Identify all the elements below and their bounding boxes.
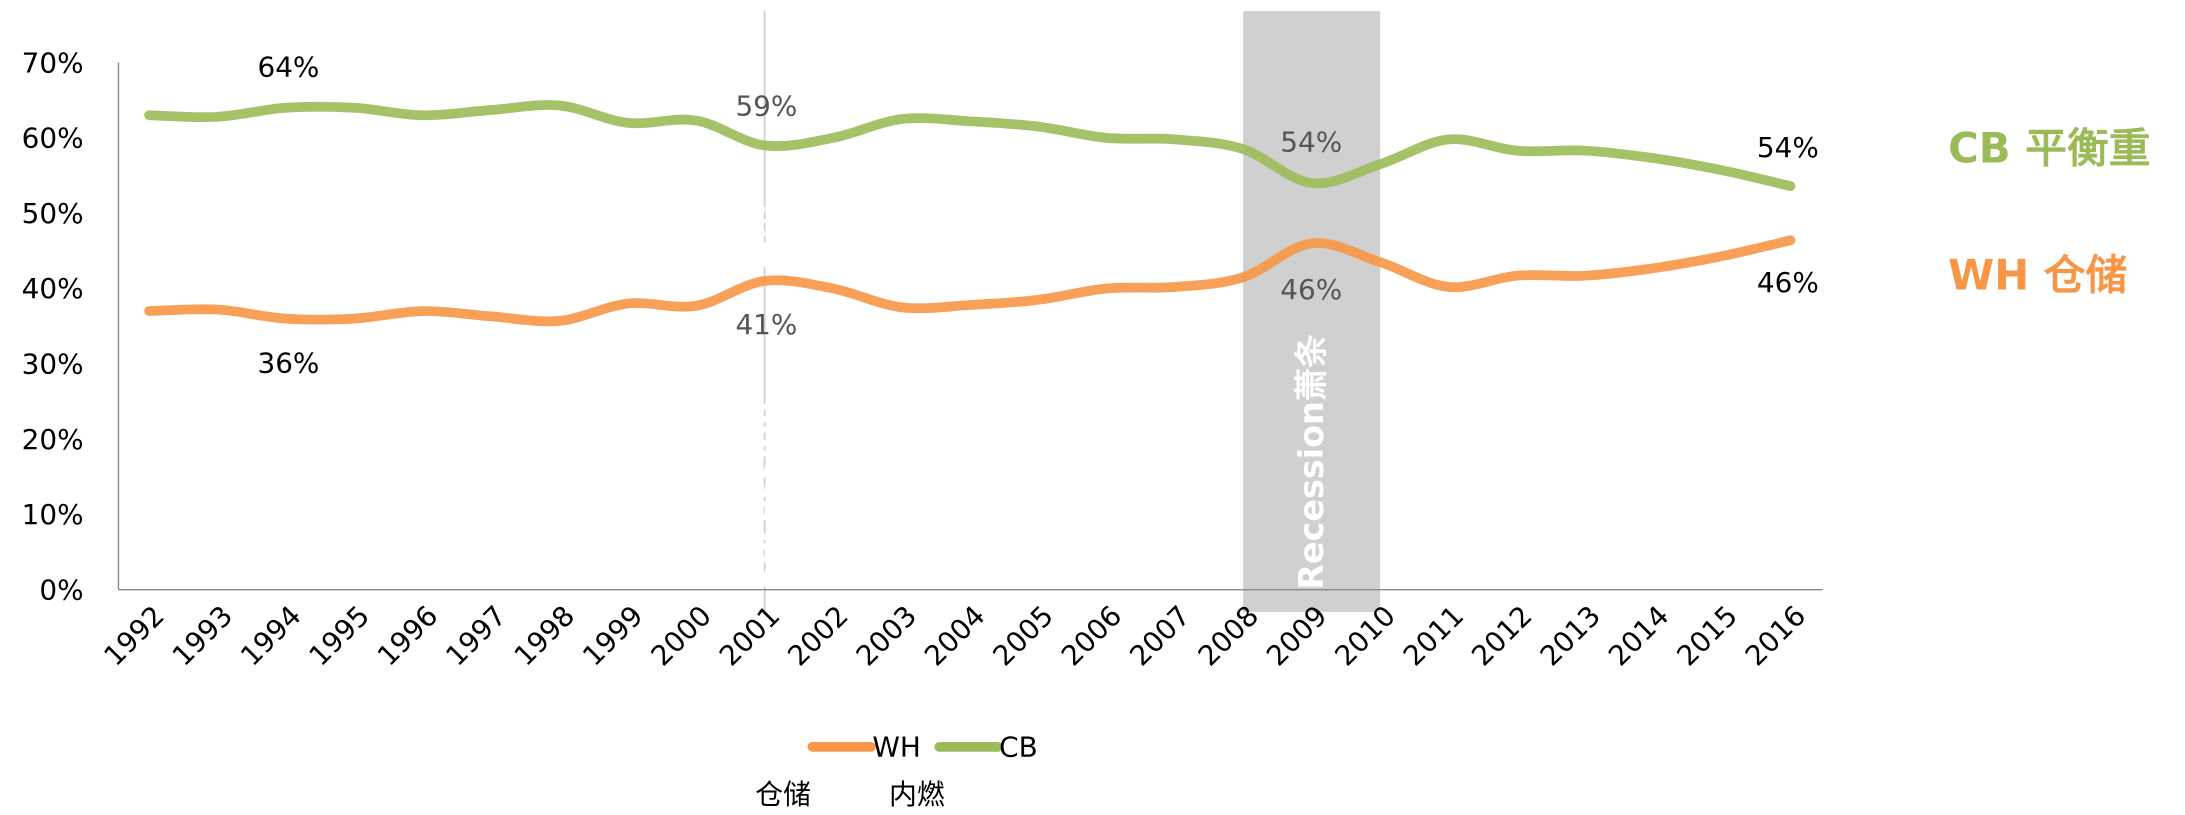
y-tick-label: 20%	[22, 423, 84, 456]
annotation: 46%	[1757, 266, 1819, 299]
recession-band	[1243, 11, 1381, 612]
annotation: 41%	[735, 308, 797, 341]
x-tick-label: 2014	[1602, 599, 1675, 672]
legend-label: WH	[872, 731, 921, 764]
x-tick-label: 1999	[576, 599, 649, 672]
x-tick-label: 2015	[1670, 599, 1743, 672]
y-tick-label: 50%	[22, 197, 84, 230]
x-tick-label: 1994	[234, 599, 307, 672]
annotation: 36%	[257, 347, 319, 380]
recession-label: Recession萧条	[1292, 334, 1331, 590]
legend-label: CB	[999, 731, 1038, 764]
x-tick-label: 2003	[850, 599, 923, 672]
series-label: WH 仓储	[1948, 250, 2127, 299]
x-tick-label: 2000	[644, 599, 717, 672]
x-tick-label: 2005	[986, 599, 1059, 672]
x-tick-label: 2001	[713, 599, 786, 672]
annotation: 46%	[1280, 273, 1342, 306]
y-tick-label: 10%	[22, 498, 84, 531]
x-tick-label: 2004	[918, 599, 991, 672]
y-tick-label: 0%	[39, 573, 83, 606]
x-tick-label: 2011	[1397, 599, 1470, 672]
x-tick-label: 2016	[1739, 599, 1812, 672]
x-tick-label: 1996	[371, 599, 444, 672]
x-tick-label: 2002	[781, 599, 854, 672]
annotation: 64%	[257, 51, 319, 84]
annotation: 59%	[735, 89, 797, 122]
y-tick-label: 30%	[22, 348, 84, 381]
series-line	[144, 100, 1796, 191]
y-tick-label: 70%	[22, 46, 84, 79]
x-tick-label: 1997	[439, 599, 512, 672]
x-tick-label: 2007	[1123, 599, 1196, 672]
annotation: 54%	[1757, 131, 1819, 164]
series-line	[144, 235, 1796, 327]
legend-note: 仓储	[755, 778, 811, 811]
x-tick-label: 1998	[508, 599, 581, 672]
y-tick-label: 60%	[22, 122, 84, 155]
annotation: 54%	[1280, 126, 1342, 159]
x-tick-label: 1992	[97, 599, 170, 672]
x-tick-label: 2013	[1534, 599, 1607, 672]
x-tick-label: 2006	[1055, 599, 1128, 672]
recession-label: Recession	[745, 401, 784, 590]
recession-band	[763, 11, 766, 612]
x-tick-label: 2012	[1465, 599, 1538, 672]
recession-label: 萧条	[745, 204, 784, 271]
series-label: CB 平衡重	[1948, 124, 2150, 173]
legend-note: 内燃	[889, 778, 945, 811]
x-tick-label: 1993	[166, 599, 239, 672]
x-tick-label: 1995	[302, 599, 375, 672]
y-tick-label: 40%	[22, 272, 84, 305]
